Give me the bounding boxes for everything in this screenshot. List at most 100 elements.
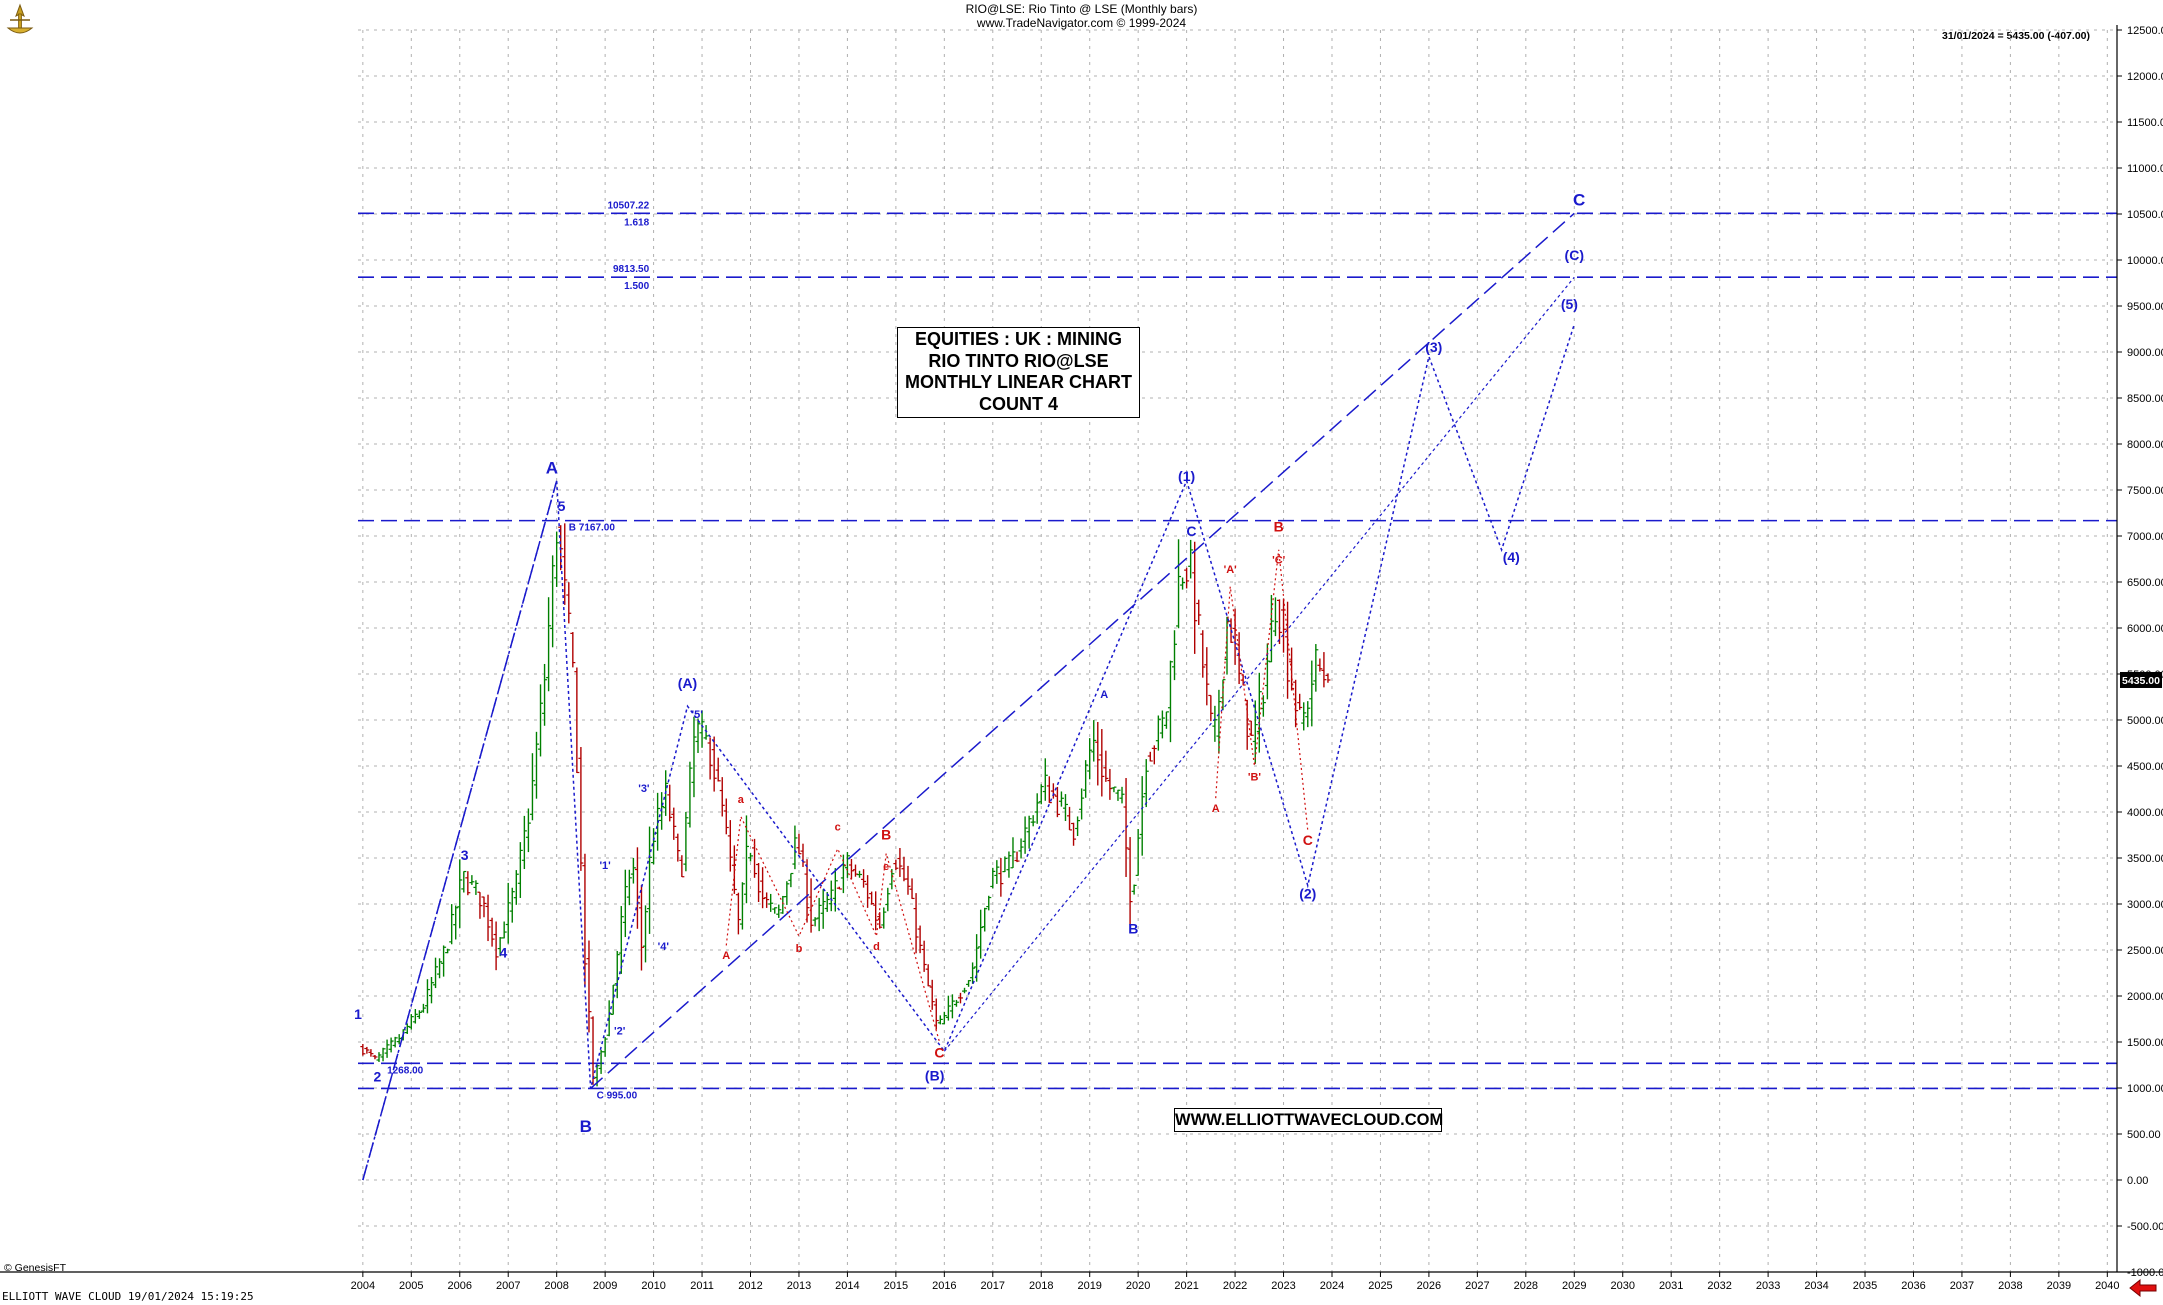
y-tick-label-4000: 4000.00 (2127, 807, 2163, 819)
wave-label-21: (B) (925, 1068, 944, 1084)
title-line-4: COUNT 4 (978, 393, 1058, 414)
x-tick-label-2028: 2028 (1514, 1280, 1538, 1292)
wave-label-26: A (1212, 803, 1220, 815)
x-tick-label-2022: 2022 (1223, 1280, 1247, 1292)
y-tick-label-500: 500.00 (2127, 1129, 2161, 1141)
x-tick-label-2023: 2023 (1271, 1280, 1295, 1292)
x-tick-label-2013: 2013 (787, 1280, 811, 1292)
x-tick-label-2018: 2018 (1029, 1280, 1053, 1292)
x-tick-label-2026: 2026 (1417, 1280, 1441, 1292)
wave-label-10: '4' (658, 941, 670, 953)
level-sublabel-1: 1.500 (624, 281, 649, 292)
price-bars (360, 523, 1331, 1087)
wave-label-8: '2' (614, 1026, 626, 1038)
wave-label-7: '1' (599, 860, 611, 872)
y-tick-label-2500: 2500.00 (2127, 945, 2163, 957)
y-tick-label-10000: 10000.00 (2127, 255, 2163, 267)
x-tick-label-2036: 2036 (1901, 1280, 1925, 1292)
y-tick-label-10500: 10500.00 (2127, 209, 2163, 221)
x-tick-label-2030: 2030 (1610, 1280, 1634, 1292)
wave-label-27: 'A' (1224, 564, 1238, 576)
x-tick-label-2008: 2008 (544, 1280, 568, 1292)
wave-label-28: 'B' (1248, 772, 1262, 784)
wave-label-18: B (881, 827, 891, 843)
x-tick-label-2006: 2006 (448, 1280, 472, 1292)
x-tick-label-2010: 2010 (641, 1280, 665, 1292)
x-tick-label-2017: 2017 (981, 1280, 1005, 1292)
wave-label-33: (3) (1425, 339, 1442, 355)
x-tick-label-2032: 2032 (1707, 1280, 1731, 1292)
scroll-right-arrow-icon[interactable] (2128, 1278, 2158, 1298)
y-tick-label-9000: 9000.00 (2127, 347, 2163, 359)
wave-label-25: C (1186, 523, 1196, 539)
grid (358, 29, 2117, 1273)
level-label-2: B 7167.00 (569, 523, 616, 534)
y-tick-label-12500: 12500.00 (2127, 25, 2163, 37)
wave-label-37: C (1573, 191, 1585, 210)
level-label-0: 10507.22 (607, 200, 649, 211)
y-tick-label--1000: -1000.00 (2127, 1267, 2163, 1279)
y-tick-label--500: -500.00 (2127, 1221, 2163, 1233)
level-sublabel-0: 1.618 (624, 217, 649, 228)
y-tick-label-11000: 11000.00 (2127, 163, 2163, 175)
y-tick-label-1500: 1500.00 (2127, 1037, 2163, 1049)
level-label-4: C 995.00 (597, 1090, 638, 1101)
wave-label-36: (C) (1565, 247, 1584, 263)
chart-title-box: EQUITIES : UK : MINING RIO TINTO RIO@LSE… (897, 327, 1140, 418)
x-tick-label-2034: 2034 (1804, 1280, 1828, 1292)
wave-label-32: (2) (1299, 885, 1316, 901)
y-tick-label-7500: 7500.00 (2127, 485, 2163, 497)
x-tick-label-2031: 2031 (1659, 1280, 1683, 1292)
x-tick-label-2038: 2038 (1998, 1280, 2022, 1292)
watermark-footer: ELLIOTT WAVE CLOUD 19/01/2024 15:19:25 (2, 1290, 254, 1303)
y-tick-label-9500: 9500.00 (2127, 301, 2163, 313)
wave-label-12: '5' (692, 709, 704, 721)
y-tick-label-12000: 12000.00 (2127, 71, 2163, 83)
y-tick-label-2000: 2000.00 (2127, 991, 2163, 1003)
wave-label-22: A (1100, 689, 1108, 701)
wave-label-5: 5 (558, 498, 566, 514)
y-tick-label-8500: 8500.00 (2127, 393, 2163, 405)
wave-label-35: (5) (1561, 296, 1578, 312)
x-tick-label-2039: 2039 (2047, 1280, 2071, 1292)
wave-labels: 1 2 3 4 A 5 B '1' '2' '3' '4' (A) '5' Aa b c d Be C (B) A B (1… (354, 191, 1585, 1136)
wave-label-23: B (1128, 920, 1138, 936)
chart-title: RIO@LSE: Rio Tinto @ LSE (Monthly bars) (965, 2, 1198, 16)
copyright-text: www.TradeNavigator.com © 1999-2024 (976, 16, 1187, 30)
level-label-3: 1268.00 (387, 1065, 424, 1076)
y-tick-label-11500: 11500.00 (2127, 117, 2163, 129)
x-tick-label-2024: 2024 (1320, 1280, 1344, 1292)
y-tick-label-8000: 8000.00 (2127, 439, 2163, 451)
level-label-1: 9813.50 (613, 264, 650, 275)
wave-label-24: (1) (1178, 468, 1195, 484)
wave-label-31: C (1303, 832, 1313, 848)
x-tick-label-2015: 2015 (884, 1280, 908, 1292)
genesis-credit: © GenesisFT (4, 1262, 67, 1274)
x-tick-label-2009: 2009 (593, 1280, 617, 1292)
y-tick-label-3000: 3000.00 (2127, 899, 2163, 911)
x-tick-label-2040: 2040 (2095, 1280, 2119, 1292)
x-tick-label-2016: 2016 (932, 1280, 956, 1292)
wave-label-6: B (580, 1117, 592, 1136)
wave-label-4: A (546, 458, 558, 477)
horizontal-levels: 10507.22 1.618 9813.50 1.500 B 7167.00 1268.0… (358, 200, 2117, 1101)
x-tick-label-2020: 2020 (1126, 1280, 1150, 1292)
x-tick-label-2035: 2035 (1853, 1280, 1877, 1292)
wave-label-20: C (934, 1045, 944, 1061)
y-tick-label-5000: 5000.00 (2127, 715, 2163, 727)
x-tick-label-2037: 2037 (1950, 1280, 1974, 1292)
wave-label-16: c (835, 821, 841, 833)
x-tick-label-2011: 2011 (690, 1280, 714, 1292)
channel-upper-line (590, 212, 1575, 1090)
x-tick-label-2025: 2025 (1368, 1280, 1392, 1292)
wave-label-30: 'C' (1272, 555, 1286, 567)
axes: 2004 2005 2006 2007 2008 2009 2010 2011 2012 2013… (0, 25, 2163, 1292)
trade-navigator-logo-icon[interactable] (2, 2, 38, 38)
wave-label-13: A (722, 950, 730, 962)
title-line-3: MONTHLY LINEAR CHART (904, 372, 1132, 392)
y-tick-label-7000: 7000.00 (2127, 531, 2163, 543)
last-price-label: 5435.00 (2122, 675, 2160, 687)
y-tick-label-6000: 6000.00 (2127, 623, 2163, 635)
